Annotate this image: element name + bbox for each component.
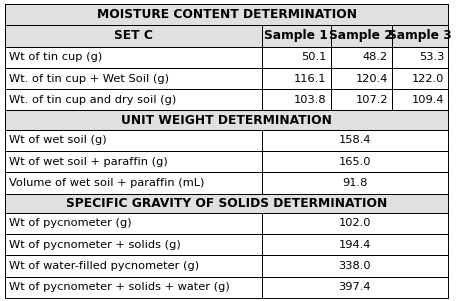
Text: 53.3: 53.3 [419, 52, 444, 62]
Bar [5, 213, 262, 234]
Bar [5, 47, 262, 68]
Text: 116.1: 116.1 [294, 73, 327, 83]
Bar [330, 68, 392, 89]
Bar [5, 277, 262, 298]
Text: MOISTURE CONTENT DETERMINATION: MOISTURE CONTENT DETERMINATION [96, 8, 357, 21]
Bar [262, 172, 448, 194]
Bar [330, 25, 392, 47]
Bar [262, 47, 330, 68]
Bar [5, 256, 262, 277]
Bar [330, 89, 392, 110]
Text: Volume of wet soil + paraffin (mL): Volume of wet soil + paraffin (mL) [9, 178, 204, 188]
Bar [330, 47, 392, 68]
Text: Wt of water-filled pycnometer (g): Wt of water-filled pycnometer (g) [9, 261, 199, 271]
Bar [5, 234, 262, 256]
Text: Wt of wet soil (g): Wt of wet soil (g) [9, 135, 106, 145]
Bar [5, 172, 262, 194]
Text: 158.4: 158.4 [339, 135, 371, 145]
Bar [262, 130, 448, 151]
Text: Wt. of tin cup and dry soil (g): Wt. of tin cup and dry soil (g) [9, 95, 176, 105]
Text: 397.4: 397.4 [339, 282, 371, 292]
Bar [5, 4, 448, 25]
Text: 50.1: 50.1 [302, 52, 327, 62]
Bar [262, 89, 330, 110]
Text: 102.0: 102.0 [339, 219, 371, 228]
Bar [262, 25, 330, 47]
Bar [262, 234, 448, 256]
Bar [5, 194, 448, 213]
Text: Sample 1: Sample 1 [264, 29, 328, 42]
Text: Wt. of tin cup + Wet Soil (g): Wt. of tin cup + Wet Soil (g) [9, 73, 169, 83]
Bar [5, 68, 262, 89]
Bar [5, 25, 262, 47]
Text: 103.8: 103.8 [294, 95, 327, 105]
Text: 338.0: 338.0 [339, 261, 371, 271]
Bar [392, 68, 448, 89]
Bar [262, 256, 448, 277]
Text: 122.0: 122.0 [412, 73, 444, 83]
Bar [5, 130, 262, 151]
Text: Wt of tin cup (g): Wt of tin cup (g) [9, 52, 102, 62]
Bar [262, 277, 448, 298]
Bar [392, 47, 448, 68]
Text: 107.2: 107.2 [355, 95, 388, 105]
Bar [262, 213, 448, 234]
Text: 109.4: 109.4 [412, 95, 444, 105]
Text: Wt of wet soil + paraffin (g): Wt of wet soil + paraffin (g) [9, 157, 168, 167]
Text: UNIT WEIGHT DETERMINATION: UNIT WEIGHT DETERMINATION [121, 113, 332, 127]
Bar [5, 151, 262, 172]
Bar [5, 110, 448, 130]
Text: 120.4: 120.4 [356, 73, 388, 83]
Text: SPECIFIC GRAVITY OF SOLIDS DETERMINATION: SPECIFIC GRAVITY OF SOLIDS DETERMINATION [66, 197, 387, 210]
Text: Sample 3: Sample 3 [388, 29, 452, 42]
Text: 48.2: 48.2 [363, 52, 388, 62]
Bar [262, 68, 330, 89]
Text: 165.0: 165.0 [339, 157, 371, 167]
Text: 91.8: 91.8 [342, 178, 368, 188]
Text: 194.4: 194.4 [339, 240, 371, 250]
Bar [262, 151, 448, 172]
Text: Wt of pycnometer + solids + water (g): Wt of pycnometer + solids + water (g) [9, 282, 230, 292]
Bar [392, 89, 448, 110]
Text: Sample 2: Sample 2 [330, 29, 393, 42]
Text: Wt of pycnometer (g): Wt of pycnometer (g) [9, 219, 132, 228]
Bar [392, 25, 448, 47]
Bar [5, 89, 262, 110]
Text: SET C: SET C [114, 29, 153, 42]
Text: Wt of pycnometer + solids (g): Wt of pycnometer + solids (g) [9, 240, 181, 250]
